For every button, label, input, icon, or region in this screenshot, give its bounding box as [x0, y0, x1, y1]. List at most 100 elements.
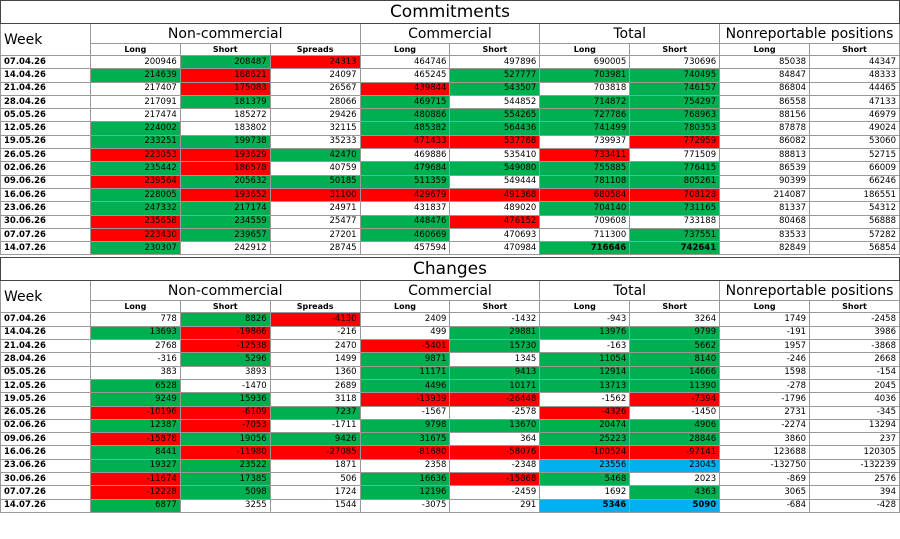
value-cell: 470984 — [449, 241, 541, 256]
value-cell: -2458 — [809, 312, 900, 327]
value-cell: 716646 — [539, 241, 631, 256]
value-cell: 6877 — [89, 498, 181, 513]
value-cell: 479684 — [359, 161, 451, 176]
data-row: 26.05.26 -10196 -6109 7237 -1567 -2578 -4326 -1… — [0, 405, 900, 420]
value-cell: -27085 — [269, 445, 361, 460]
week-cell: 07.07.26 — [0, 227, 91, 243]
value-cell: 82849 — [719, 241, 811, 256]
value-cell: 730696 — [629, 54, 721, 70]
value-cell: 80468 — [719, 214, 811, 229]
week-cell: 05.05.26 — [0, 365, 91, 380]
value-cell: 175083 — [179, 81, 271, 96]
value-cell: 17385 — [179, 472, 271, 487]
value-cell: 29881 — [449, 325, 541, 341]
value-cell: -10196 — [89, 405, 181, 420]
header-row: Week Non-commercial Commercial Total Nonrepo… — [0, 23, 900, 56]
data-row: 07.04.26 778 8826 -4130 2409 -1432 -943 3264 174… — [0, 312, 900, 327]
value-cell: -11980 — [179, 445, 271, 460]
column-header: Long — [719, 300, 811, 314]
group-header: Commercial — [359, 23, 541, 44]
group-header: Total — [539, 23, 721, 44]
value-cell: 480886 — [359, 108, 451, 123]
value-cell: 3264 — [629, 312, 721, 327]
value-cell: 1871 — [269, 458, 361, 474]
week-cell: 09.06.26 — [0, 432, 91, 447]
value-cell: 537788 — [449, 134, 541, 150]
value-cell: 489020 — [449, 201, 541, 216]
value-cell: 81337 — [719, 201, 811, 216]
week-cell: 30.06.26 — [0, 472, 91, 487]
value-cell: 31675 — [359, 432, 451, 447]
value-cell: 208487 — [179, 54, 271, 70]
value-cell: 13670 — [449, 418, 541, 434]
value-cell: 19056 — [179, 432, 271, 447]
week-cell: 30.06.26 — [0, 214, 91, 229]
value-cell: 83533 — [719, 227, 811, 243]
value-cell: 12387 — [89, 418, 181, 434]
column-header: Short — [629, 300, 721, 314]
value-cell: 680584 — [539, 187, 631, 203]
value-cell: 2576 — [809, 472, 900, 487]
value-cell: -100524 — [539, 445, 631, 460]
week-cell: 02.06.26 — [0, 161, 91, 176]
value-cell: 2668 — [809, 352, 900, 367]
value-cell: 23556 — [539, 458, 631, 474]
value-cell: 223053 — [89, 148, 181, 163]
value-cell: -428 — [809, 498, 900, 513]
value-cell: 13713 — [539, 378, 631, 394]
week-cell: 07.04.26 — [0, 312, 91, 327]
value-cell: 511359 — [359, 174, 451, 189]
data-row: 07.07.26 223430 239657 27201 460669 470693 711… — [0, 227, 900, 243]
value-cell: 31100 — [269, 187, 361, 203]
value-cell: 780353 — [629, 121, 721, 136]
data-row: 14.07.26 6877 3255 1544 -3075 291 5346 5090 -684… — [0, 498, 900, 513]
value-cell: 3860 — [719, 432, 811, 447]
value-cell: 1692 — [539, 485, 631, 500]
value-cell: -345 — [809, 405, 900, 420]
value-cell: -154 — [809, 365, 900, 380]
value-cell: 781108 — [539, 174, 631, 189]
value-cell: 9798 — [359, 418, 451, 434]
value-cell: 4363 — [629, 485, 721, 500]
group-header: Total — [539, 280, 721, 302]
value-cell: 527777 — [449, 68, 541, 83]
value-cell: -7394 — [629, 392, 721, 407]
value-cell: -216 — [269, 325, 361, 341]
value-cell: 1749 — [719, 312, 811, 327]
value-cell: -246 — [719, 352, 811, 367]
subheader-row: Long Short Spreads Long Short Long Short Long Sh… — [1, 300, 900, 314]
week-cell: 07.04.26 — [0, 54, 91, 70]
group-header: Nonreportable positions — [719, 280, 900, 302]
data-row: 14.07.26 230307 242912 28745 457594 470984 716… — [0, 241, 900, 256]
data-row: 28.04.26 217091 181379 28066 469715 544852 714… — [0, 94, 900, 110]
value-cell: -1562 — [539, 392, 631, 407]
week-cell: 09.06.26 — [0, 174, 91, 189]
value-cell: 13693 — [89, 325, 181, 341]
value-cell: 88156 — [719, 108, 811, 123]
data-row: 30.06.26 235658 234559 25477 448476 476152 709… — [0, 214, 900, 229]
value-cell: 35233 — [269, 134, 361, 150]
value-cell: 239564 — [89, 174, 181, 189]
week-cell: 14.04.26 — [0, 325, 91, 341]
value-cell: 755885 — [539, 161, 631, 176]
title-row: Changes — [0, 257, 900, 282]
value-cell: 88813 — [719, 148, 811, 163]
value-cell: -1796 — [719, 392, 811, 407]
week-cell: 28.04.26 — [0, 94, 91, 110]
value-cell: 737551 — [629, 227, 721, 243]
week-cell: 28.04.26 — [0, 352, 91, 367]
week-cell: 19.05.26 — [0, 392, 91, 407]
value-cell: 741499 — [539, 121, 631, 136]
value-cell: 1957 — [719, 339, 811, 354]
value-cell: 709608 — [539, 214, 631, 229]
value-cell: 4496 — [359, 378, 451, 394]
value-cell: 205632 — [179, 174, 271, 189]
value-cell: 460669 — [359, 227, 451, 243]
value-cell: 535410 — [449, 148, 541, 163]
value-cell: 448476 — [359, 214, 451, 229]
value-cell: -4130 — [269, 312, 361, 327]
data-row: 30.06.26 -11674 17385 506 16636 -15868 5468 202… — [0, 472, 900, 487]
data-row: 14.04.26 214639 188621 24097 465245 527777 703… — [0, 68, 900, 83]
value-cell: 2409 — [359, 312, 451, 327]
value-cell: 3065 — [719, 485, 811, 500]
